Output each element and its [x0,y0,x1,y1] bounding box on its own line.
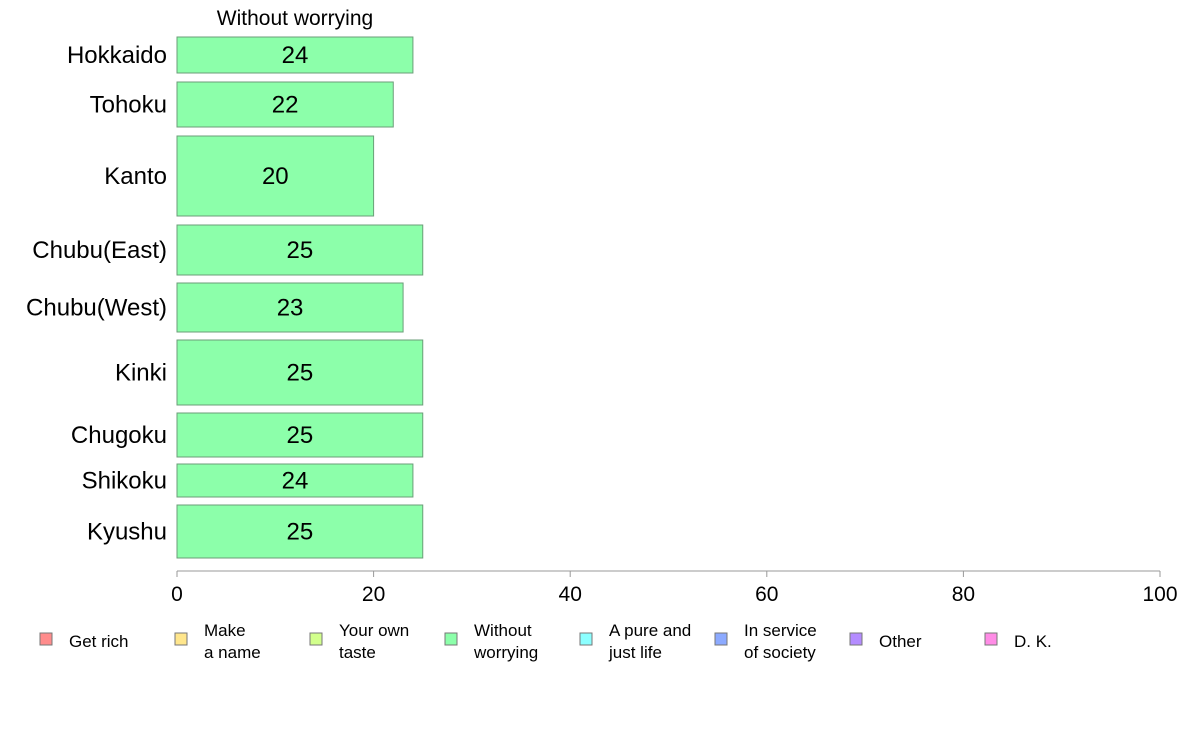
category-label: Chubu(West) [26,295,167,322]
bars-group: 24 Hokkaido 22 Tohoku 20 Kanto 25 Chubu(East) 23… [26,36,424,559]
legend-swatch [849,632,863,646]
bar [176,339,424,406]
legend-label: Without [474,621,532,640]
bar-value-label: 24 [282,42,309,69]
legend-item: Make a name [174,621,261,662]
category-label: Kinki [115,360,167,387]
bar [176,36,414,74]
legend-swatch [309,632,323,646]
category-label: Tohoku [90,92,167,119]
x-tick-label: 80 [952,583,975,606]
legend-label: A pure and [609,621,691,640]
category-label: Chugoku [71,422,167,449]
legend-item: In service of society [714,621,817,662]
x-tick-label: 20 [362,583,385,606]
bar [176,463,414,498]
legend-label: D. K. [1014,632,1052,651]
legend-swatch [39,632,53,646]
legend-swatch [579,632,593,646]
bar [176,81,394,128]
legend-label: worrying [473,643,538,662]
legend-label: Your own [339,621,409,640]
x-axis: 0 20 40 60 80 100 [171,570,1178,606]
legend-label: Other [879,632,922,651]
legend-item: Get rich [39,632,129,651]
legend: Get rich Make a name Your own taste Without wo… [39,621,1052,662]
category-label: Kyushu [87,519,167,546]
bar [176,224,424,276]
x-tick-label: 0 [171,583,183,606]
legend-item: Without worrying [444,621,538,662]
bar-value-label: 23 [277,295,304,322]
legend-label: Make [204,621,246,640]
legend-item: Your own taste [309,621,409,662]
bar [176,135,375,217]
category-label: Chubu(East) [32,237,167,264]
category-label: Kanto [104,163,167,190]
bar-value-label: 25 [287,519,314,546]
legend-label: In service [744,621,817,640]
legend-swatch [714,632,728,646]
category-label: Hokkaido [67,42,167,69]
legend-label: of society [744,643,816,662]
legend-label: just life [608,643,662,662]
bar [176,282,404,333]
bar-value-label: 25 [287,360,314,387]
legend-item: Other [849,632,922,651]
legend-swatch [444,632,458,646]
bar-value-label: 25 [287,422,314,449]
bar-value-label: 24 [282,468,309,495]
chart-title: Without worrying [217,7,373,30]
legend-item: A pure and just life [579,621,691,662]
bar-value-label: 20 [262,163,289,190]
legend-label: Get rich [69,632,129,651]
x-tick-label: 40 [559,583,582,606]
legend-swatch [984,632,998,646]
x-tick-label: 60 [755,583,778,606]
legend-item: D. K. [984,632,1052,651]
legend-swatch [174,632,188,646]
bar [176,504,424,559]
bar-value-label: 25 [287,237,314,264]
category-label: Shikoku [82,468,167,495]
bar [176,412,424,458]
bar-value-label: 22 [272,92,299,119]
x-tick-label: 100 [1142,583,1177,606]
legend-label: taste [339,643,376,662]
legend-label: a name [204,643,261,662]
